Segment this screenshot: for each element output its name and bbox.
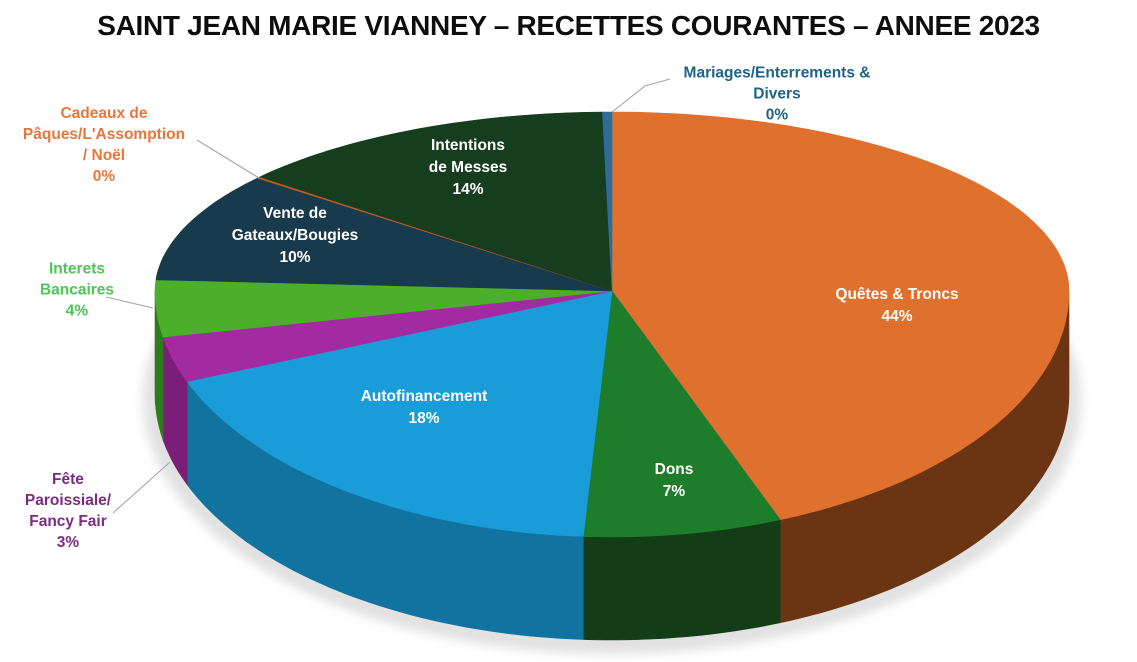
slice-label-interets-bancaires: Interets Bancaires 4% xyxy=(39,260,115,320)
pie-slice-top-dons xyxy=(582,290,781,538)
pie-slice-top-mariages-divers xyxy=(602,111,613,292)
pie-slice-top-quetes-troncs xyxy=(611,111,1070,521)
leader-line-fete-paroissiale xyxy=(112,461,171,514)
slice-label-cadeaux-paques: Cadeaux de Pâques/L'Assomption / Noël 0% xyxy=(22,105,186,185)
chart-title: SAINT JEAN MARIE VIANNEY – RECETTES COUR… xyxy=(97,10,1040,41)
pie-slice-top-interets-bancaires xyxy=(154,279,613,338)
slice-label-quetes-troncs: Quêtes & Troncs 44% xyxy=(835,286,959,325)
leader-line-cadeaux-paques xyxy=(196,139,260,179)
pie-slice-top-autofinancement xyxy=(186,290,613,537)
leader-line-mariages-divers xyxy=(611,78,671,113)
pie-slice-top-vente-gateaux xyxy=(155,177,613,292)
slice-label-dons: Dons 7% xyxy=(654,461,694,500)
pie-slice-side-dons xyxy=(583,519,781,641)
slice-label-intentions-messes: Intentions de Messes 14% xyxy=(428,137,508,198)
pie-slice-top-intentions-messes xyxy=(259,111,613,292)
pie-slice-top-fete-paroissiale xyxy=(162,290,613,382)
slice-label-mariages-divers: Mariages/Enterrements & Divers 0% xyxy=(683,64,871,124)
slice-label-autofinancement: Autofinancement 18% xyxy=(360,388,488,427)
slice-label-fete-paroissiale: Fête Paroissiale/Fancy Fair 3% xyxy=(24,471,112,551)
leader-line-interets-bancaires xyxy=(105,296,154,309)
slice-label-vente-gateaux: Vente de Gateaux/Bougies 10% xyxy=(231,205,359,266)
